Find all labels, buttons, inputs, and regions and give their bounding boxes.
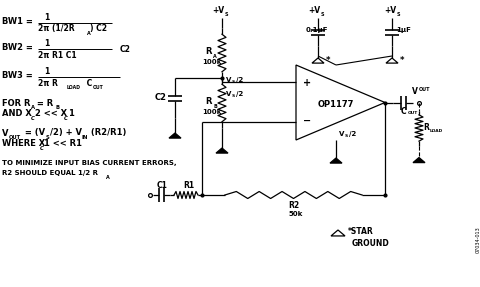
Text: 2π R1 C1: 2π R1 C1 <box>38 51 77 59</box>
Text: S: S <box>46 135 50 140</box>
Text: R1: R1 <box>183 181 194 191</box>
Text: BW1 =: BW1 = <box>2 18 33 26</box>
Text: OP1177: OP1177 <box>317 100 354 109</box>
Text: +V: +V <box>384 6 396 15</box>
Text: OUT: OUT <box>9 135 21 140</box>
Text: = (V: = (V <box>22 129 45 137</box>
Text: +V: +V <box>212 6 224 15</box>
Text: OUT: OUT <box>419 87 431 92</box>
Text: S: S <box>232 94 235 98</box>
Text: = R: = R <box>34 98 53 108</box>
Text: +V: +V <box>308 6 320 15</box>
Polygon shape <box>216 148 228 153</box>
Text: WHERE X: WHERE X <box>2 139 45 148</box>
Text: V: V <box>226 91 231 97</box>
Text: S: S <box>225 12 228 17</box>
Text: C2: C2 <box>120 44 131 53</box>
Text: /2) + V: /2) + V <box>50 129 82 137</box>
Text: *: * <box>326 57 331 65</box>
Polygon shape <box>169 133 181 138</box>
Text: R: R <box>423 123 429 133</box>
Text: LOAD: LOAD <box>430 129 443 133</box>
Text: 1: 1 <box>44 13 49 22</box>
Text: A: A <box>106 175 110 180</box>
Text: 2π R: 2π R <box>38 79 58 88</box>
Polygon shape <box>330 158 342 163</box>
Text: 2π (1/2R: 2π (1/2R <box>38 24 74 34</box>
Text: /2: /2 <box>349 131 356 137</box>
Text: V: V <box>412 87 418 96</box>
Text: *: * <box>400 57 405 65</box>
Text: /2: /2 <box>236 77 243 83</box>
Text: 1: 1 <box>44 67 49 77</box>
Text: +: + <box>303 78 311 88</box>
Text: IN: IN <box>81 135 87 140</box>
Text: BW3 =: BW3 = <box>2 71 33 80</box>
Text: C2: C2 <box>155 94 167 102</box>
Text: V: V <box>226 77 231 83</box>
Text: S: S <box>397 12 400 17</box>
Text: C: C <box>401 107 407 116</box>
Text: R: R <box>205 98 212 106</box>
Text: 100k: 100k <box>202 59 221 65</box>
Text: OUT: OUT <box>93 85 104 90</box>
Text: 1 << R1: 1 << R1 <box>44 139 82 148</box>
Text: (R2/R1): (R2/R1) <box>88 129 126 137</box>
Text: 1: 1 <box>68 110 74 119</box>
Text: V: V <box>339 131 344 137</box>
Text: 07034-013: 07034-013 <box>476 227 480 253</box>
Text: 2 << X: 2 << X <box>35 110 67 119</box>
Text: B: B <box>55 105 59 110</box>
Text: A: A <box>213 53 217 59</box>
Text: 1μF: 1μF <box>396 27 411 33</box>
Text: 0.1μF: 0.1μF <box>306 27 328 33</box>
Text: V: V <box>2 129 9 137</box>
Text: R2 SHOULD EQUAL 1/2 R: R2 SHOULD EQUAL 1/2 R <box>2 170 98 176</box>
Text: 1: 1 <box>44 40 49 49</box>
Text: C: C <box>64 116 68 121</box>
Text: S: S <box>232 80 235 84</box>
Text: OUT: OUT <box>408 112 418 115</box>
Text: C: C <box>84 79 92 88</box>
Text: /2: /2 <box>236 91 243 97</box>
Text: −: − <box>303 116 311 126</box>
Text: FOR R: FOR R <box>2 98 31 108</box>
Text: BW2 =: BW2 = <box>2 44 33 53</box>
Text: C: C <box>40 146 44 151</box>
Text: B: B <box>213 104 217 108</box>
Text: A: A <box>87 31 91 36</box>
Text: GROUND: GROUND <box>352 239 390 249</box>
Text: R: R <box>205 48 212 57</box>
Text: 100k: 100k <box>202 109 221 115</box>
Text: S: S <box>321 12 324 17</box>
Text: A: A <box>31 105 35 110</box>
Text: TO MINIMIZE INPUT BIAS CURRENT ERRORS,: TO MINIMIZE INPUT BIAS CURRENT ERRORS, <box>2 160 177 166</box>
Text: R2: R2 <box>288 201 300 210</box>
Text: ) C2: ) C2 <box>90 24 107 34</box>
Text: C1: C1 <box>157 181 168 191</box>
Text: LOAD: LOAD <box>67 85 81 90</box>
Text: 50k: 50k <box>288 211 303 217</box>
Text: *STAR: *STAR <box>348 228 374 236</box>
Text: C: C <box>31 116 35 121</box>
Polygon shape <box>413 158 425 163</box>
Text: S: S <box>345 134 348 138</box>
Text: AND X: AND X <box>2 110 32 119</box>
